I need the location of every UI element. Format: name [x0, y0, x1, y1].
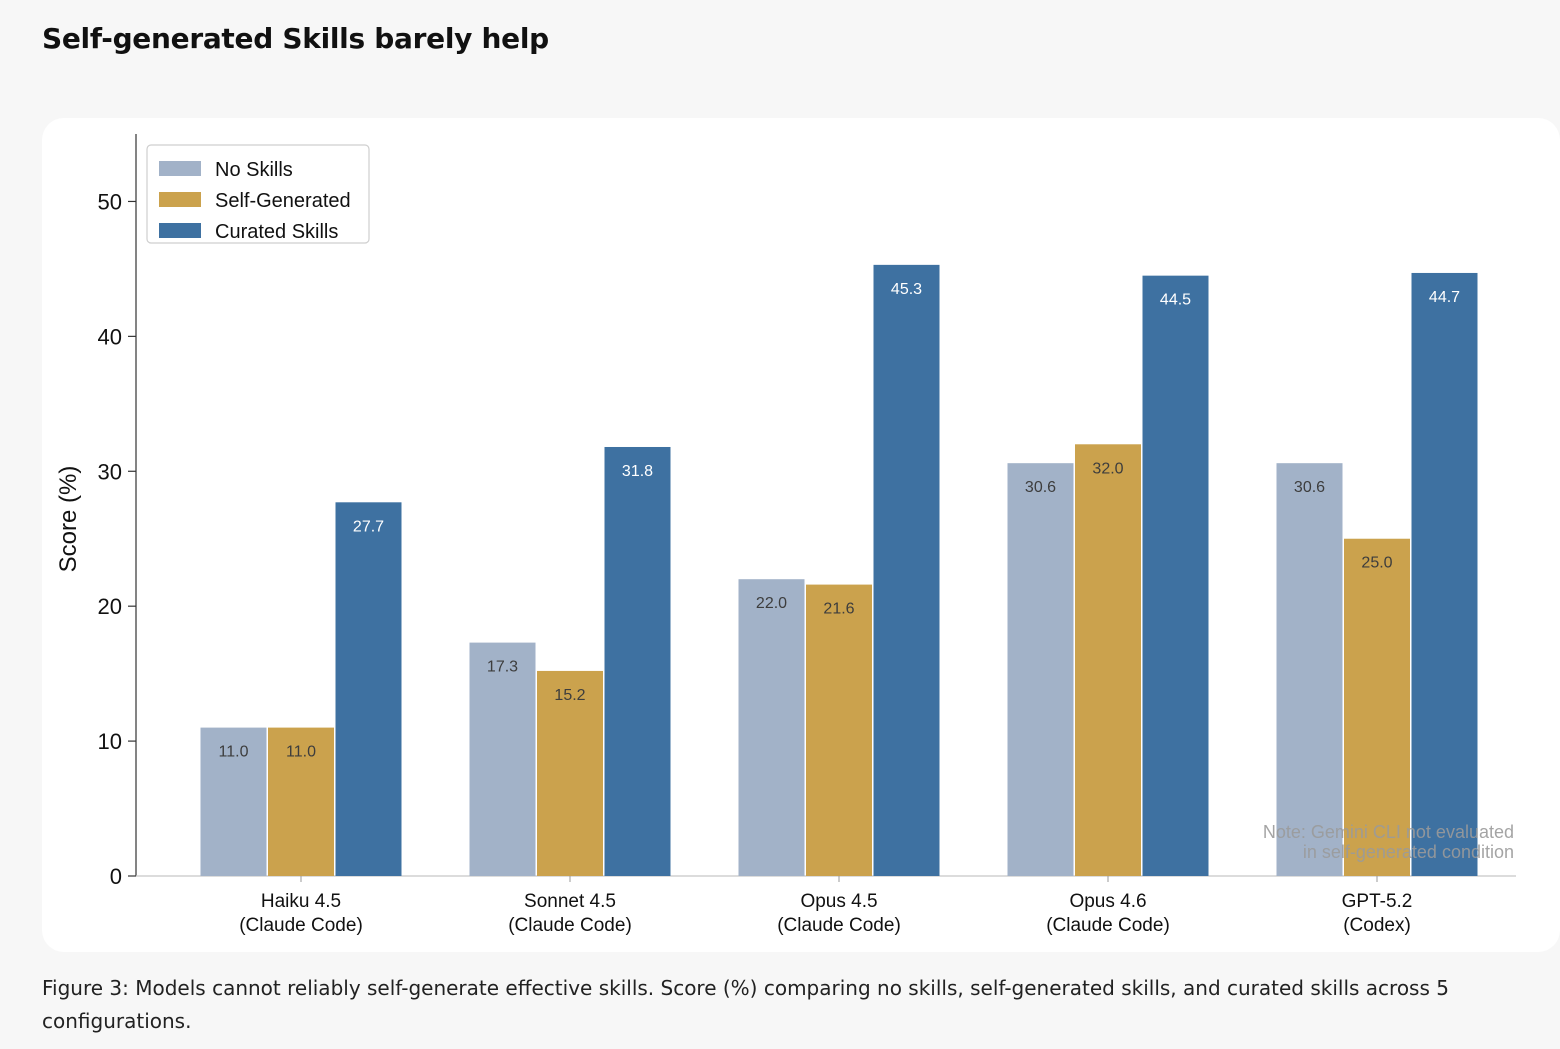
legend-swatch	[159, 223, 201, 238]
bar	[537, 670, 603, 876]
bar-value-label: 30.6	[1025, 479, 1056, 496]
bar-value-label: 30.6	[1294, 479, 1325, 496]
page-title: Self-generated Skills barely help	[42, 22, 549, 55]
y-axis-label: Score (%)	[55, 466, 82, 573]
bar	[1276, 463, 1343, 876]
bar	[469, 642, 536, 876]
x-tick-sublabel: (Claude Code)	[777, 915, 901, 936]
y-tick-label: 10	[98, 729, 122, 754]
bar-value-label: 21.6	[823, 601, 854, 618]
bar-value-label: 11.0	[286, 744, 316, 761]
x-tick-sublabel: (Claude Code)	[239, 915, 363, 936]
bar-value-label: 32.0	[1092, 460, 1123, 477]
bar-value-label: 17.3	[487, 659, 518, 676]
bar	[873, 264, 940, 876]
bar	[1007, 463, 1074, 876]
y-tick-label: 30	[98, 459, 122, 484]
y-tick-label: 50	[98, 189, 122, 214]
chart-note-line-2: in self-generated condition	[1303, 842, 1514, 862]
x-tick-label: Sonnet 4.5	[524, 891, 616, 912]
chart-card: 0 10 20 30 40 50 Score (%) 11.0 11.0 27.7 Haiku 4.…	[42, 118, 1560, 952]
legend-label: No Skills	[215, 159, 293, 181]
bar	[1344, 538, 1410, 876]
bar-value-label: 25.0	[1361, 555, 1392, 572]
bar	[335, 502, 402, 876]
bar-value-label: 45.3	[891, 281, 922, 298]
bar-value-label: 11.0	[219, 744, 249, 761]
bar	[604, 446, 671, 876]
bar-value-label: 22.0	[756, 595, 787, 612]
legend-swatch	[159, 192, 201, 207]
legend-label: Self-Generated	[215, 190, 351, 212]
y-tick-label: 0	[110, 864, 122, 889]
x-tick-sublabel: (Claude Code)	[1046, 915, 1170, 936]
bar	[268, 727, 334, 876]
legend-swatch	[159, 161, 201, 176]
bar	[1142, 275, 1209, 876]
y-tick-label: 40	[98, 324, 122, 349]
legend-box	[146, 144, 370, 244]
y-tick-label: 20	[98, 594, 122, 619]
bar-value-label: 27.7	[353, 518, 384, 535]
bar-value-label: 44.5	[1160, 292, 1191, 309]
x-tick-label: GPT-5.2	[1342, 891, 1413, 912]
bar	[1075, 444, 1141, 876]
x-tick-label: Opus 4.6	[1069, 891, 1146, 912]
bar-value-label: 15.2	[554, 687, 585, 704]
bar	[738, 579, 805, 876]
legend-label: Curated Skills	[215, 221, 338, 243]
bar	[200, 727, 267, 876]
x-tick-label: Haiku 4.5	[261, 891, 341, 912]
bar	[1411, 272, 1478, 876]
bar	[806, 584, 872, 876]
x-tick-label: Opus 4.5	[800, 891, 877, 912]
bar-value-label: 44.7	[1429, 289, 1460, 306]
bar-chart: 0 10 20 30 40 50 Score (%) 11.0 11.0 27.7 Haiku 4.…	[55, 134, 1516, 936]
chart-note-line-1: Note: Gemini CLI not evaluated	[1263, 822, 1514, 842]
x-tick-sublabel: (Codex)	[1343, 915, 1411, 936]
figure-caption: Figure 3: Models cannot reliably self-ge…	[42, 976, 1449, 1033]
x-tick-sublabel: (Claude Code)	[508, 915, 632, 936]
bar-value-label: 31.8	[622, 463, 653, 480]
